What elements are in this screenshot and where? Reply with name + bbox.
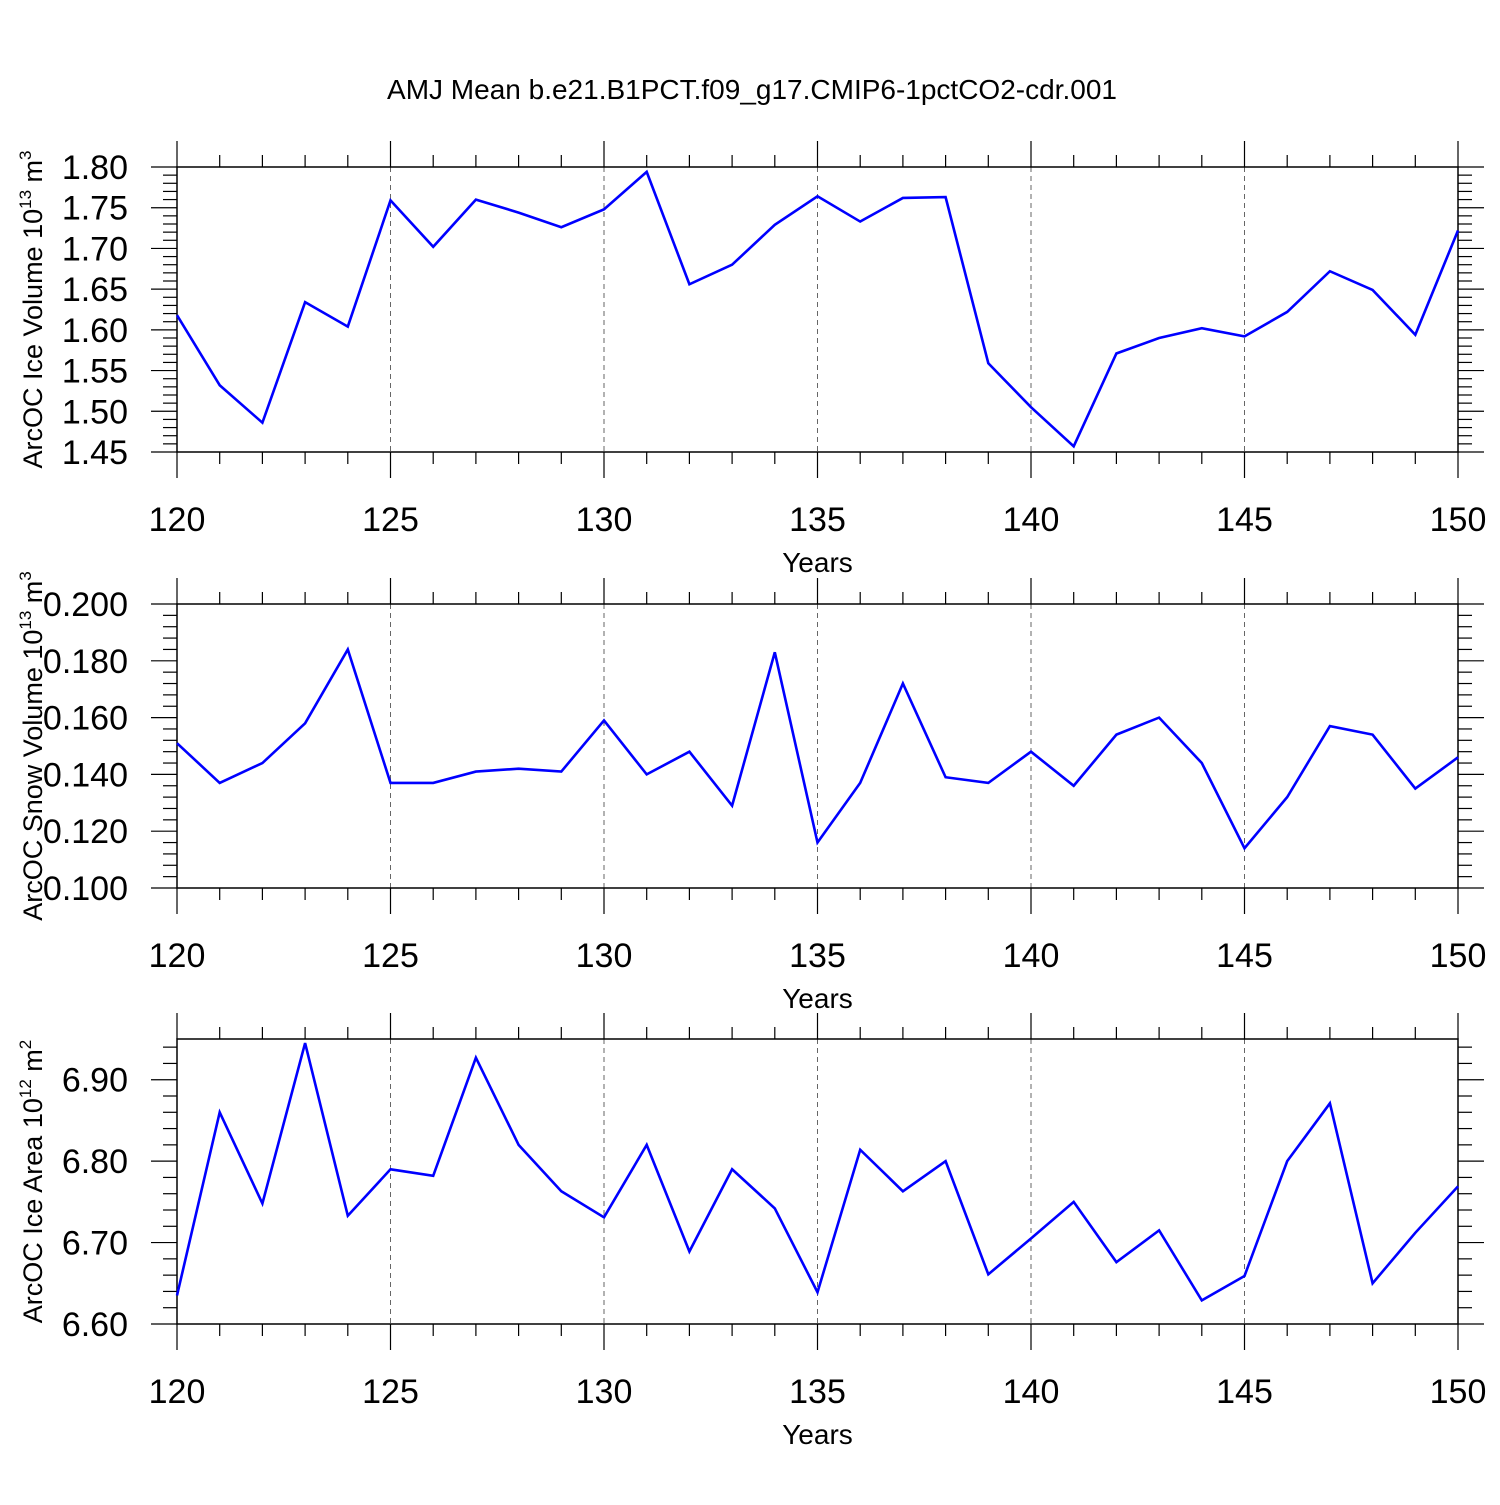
- x-tick-label: 125: [362, 1373, 419, 1411]
- x-tick-label: 150: [1430, 1373, 1487, 1411]
- series-line: [175, 169, 1460, 449]
- y-axis-label-main: ArcOC Ice Volume 10: [18, 209, 48, 469]
- chart-title: AMJ Mean b.e21.B1PCT.f09_g17.CMIP6-1pctC…: [387, 74, 1117, 105]
- y-tick-label: 1.65: [62, 271, 128, 309]
- panel-2: 0.100 0.120 0.140 0.160 0.180 0.200 120 125 130 1…: [16, 571, 1486, 1014]
- x-tick-label: 120: [149, 937, 206, 975]
- panel-1: 1.451.501.551.601.651.701.751.80 120 125 13…: [16, 141, 1486, 578]
- x-tick-label: 125: [362, 937, 419, 975]
- x-tick-label: 135: [789, 1373, 846, 1411]
- x-tick-label: 145: [1216, 1373, 1273, 1411]
- x-tick-label: 135: [789, 501, 846, 539]
- y-axis-label-main: ArcOC Snow Volume 10: [18, 630, 48, 921]
- x-tick-label: 140: [1003, 1373, 1060, 1411]
- y-tick-label: 6.70: [62, 1225, 128, 1263]
- series-line: [175, 1042, 1459, 1303]
- y-tick-label: 0.100: [43, 870, 128, 908]
- y-axis-label-exponent: 13: [16, 611, 35, 630]
- x-tick-label: 150: [1430, 501, 1487, 539]
- y-tick-label: 6.80: [62, 1143, 128, 1181]
- y-axis-label-unit-exponent: 2: [16, 1040, 35, 1049]
- y-tick-label: 1.80: [62, 149, 128, 187]
- y-axis-label-unit: m: [18, 1049, 48, 1079]
- y-tick-label: 0.200: [43, 586, 128, 624]
- y-tick-label: 1.50: [62, 393, 128, 431]
- x-tick-label: 140: [1003, 501, 1060, 539]
- y-axis-label-exponent: 13: [16, 190, 35, 209]
- x-tick-label: 130: [576, 1373, 633, 1411]
- x-tick-label: 120: [149, 1373, 206, 1411]
- y-axis-label-unit: m: [18, 160, 48, 190]
- plot-frame: [176, 166, 1459, 453]
- x-tick-label: 120: [149, 501, 206, 539]
- x-tick-label: 135: [789, 937, 846, 975]
- y-axis-label: ArcOC Ice Volume 1013 m3: [16, 150, 48, 468]
- y-axis-label-unit-exponent: 3: [16, 571, 35, 580]
- y-tick-label: 6.60: [62, 1306, 128, 1344]
- x-tick-label: 145: [1216, 501, 1273, 539]
- y-tick-label: 1.55: [62, 353, 128, 391]
- x-tick-label: 145: [1216, 937, 1273, 975]
- y-axis-label-main: ArcOC Ice Area 10: [18, 1098, 48, 1323]
- y-tick-label: 1.45: [62, 434, 128, 472]
- panel-3: 6.60 6.70 6.80 6.90 120 125 130 135 140 145 150 Yea…: [16, 1013, 1486, 1450]
- series-line: [176, 646, 1459, 851]
- y-tick-label: 0.160: [43, 700, 128, 738]
- y-axis-label: ArcOC Snow Volume 1013 m3: [16, 571, 48, 921]
- y-tick-label: 1.75: [62, 190, 128, 228]
- y-tick-label: 0.140: [43, 756, 128, 794]
- y-tick-label: 1.60: [62, 312, 128, 350]
- y-axis-label-unit-exponent: 3: [16, 150, 35, 159]
- x-axis-label: Years: [782, 547, 853, 578]
- y-tick-label: 6.90: [62, 1062, 128, 1100]
- y-axis-label-exponent: 12: [16, 1079, 35, 1098]
- plot-frame: [176, 1038, 1459, 1325]
- x-tick-label: 130: [576, 937, 633, 975]
- y-tick-label: 0.120: [43, 813, 128, 851]
- y-tick-label: 1.70: [62, 230, 128, 268]
- plot-frame: [176, 603, 1459, 889]
- x-axis-label: Years: [782, 983, 853, 1014]
- x-tick-label: 140: [1003, 937, 1060, 975]
- x-tick-label: 150: [1430, 937, 1487, 975]
- y-tick-label: 0.180: [43, 643, 128, 681]
- y-axis-label: ArcOC Ice Area 1012 m2: [16, 1040, 48, 1324]
- x-axis-label: Years: [782, 1419, 853, 1450]
- x-tick-label: 125: [362, 501, 419, 539]
- x-tick-label: 130: [576, 501, 633, 539]
- y-axis-label-unit: m: [18, 581, 48, 611]
